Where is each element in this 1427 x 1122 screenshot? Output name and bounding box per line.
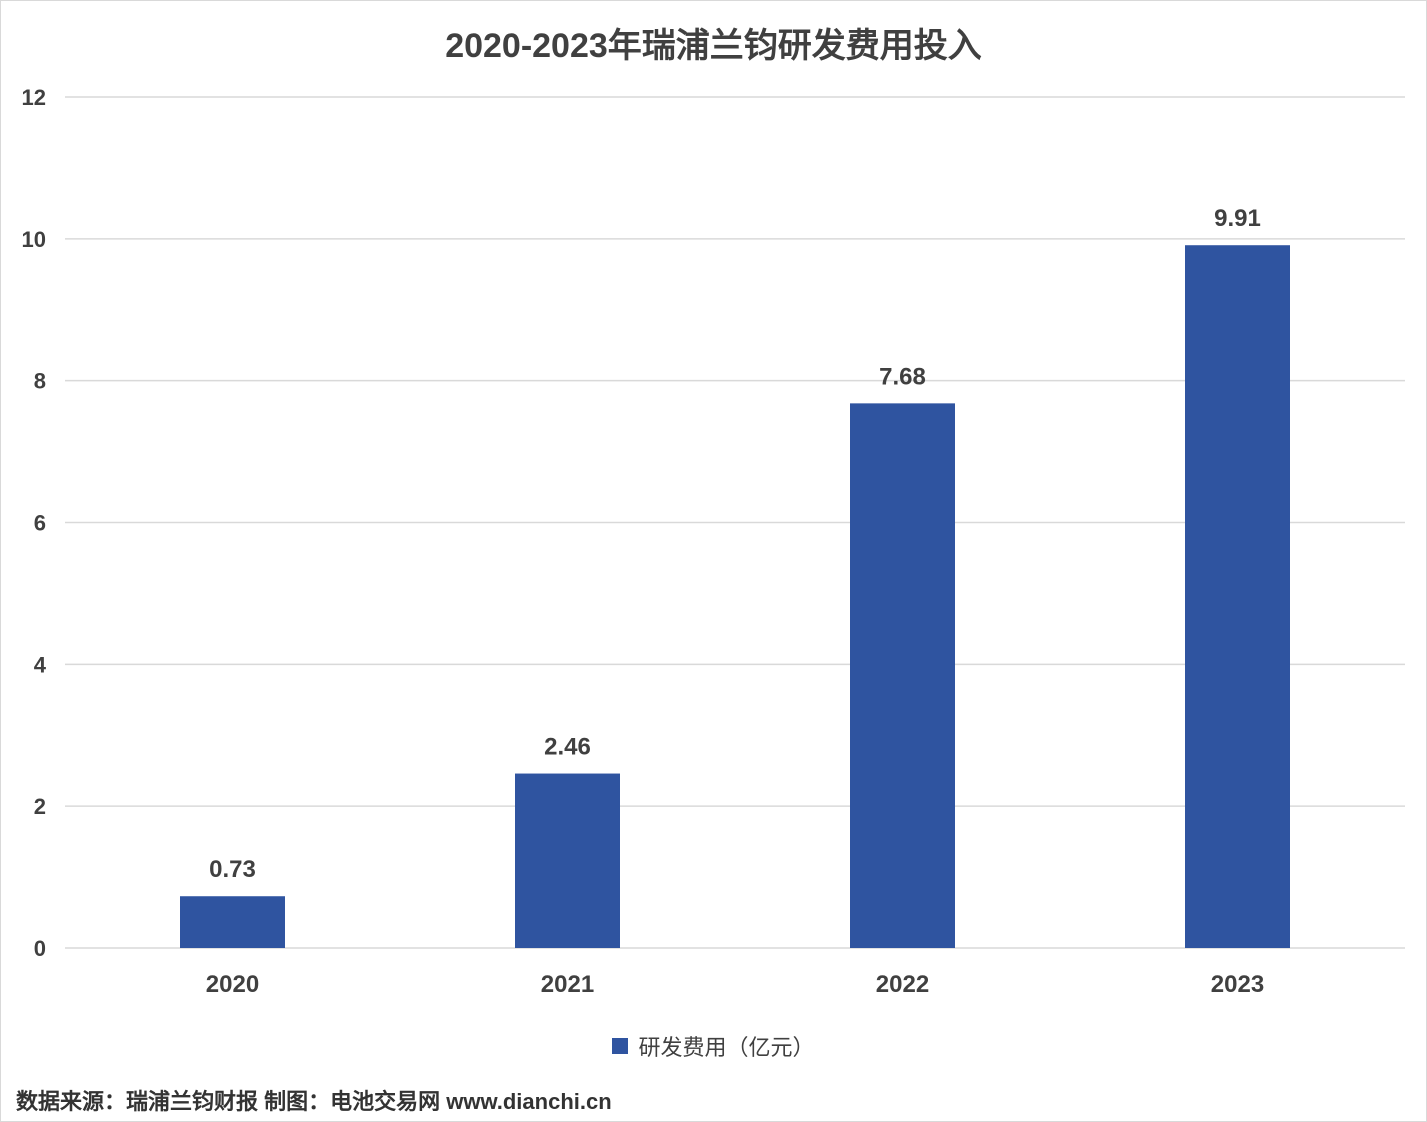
legend-swatch (612, 1038, 629, 1054)
data-label: 0.73 (209, 856, 256, 883)
bar (850, 403, 955, 948)
y-axis-ticks: 0 2 4 6 8 10 12 (22, 85, 47, 961)
data-label: 9.91 (1214, 205, 1261, 232)
gridlines (65, 96, 1405, 949)
y-tick-label: 0 (34, 936, 46, 961)
y-tick-label: 2 (34, 794, 46, 819)
legend: 研发费用（亿元） (0, 1030, 1427, 1062)
y-tick-label: 6 (34, 511, 46, 536)
y-tick-label: 8 (34, 369, 46, 394)
data-label: 2.46 (544, 734, 591, 761)
bar (515, 773, 620, 948)
x-tick-label: 2022 (876, 971, 929, 998)
x-tick-label: 2020 (206, 971, 259, 998)
bars (180, 245, 1290, 949)
y-tick-label: 12 (22, 85, 46, 110)
legend-label: 研发费用（亿元） (638, 1035, 815, 1060)
x-axis-ticks: 2020 2021 2022 2023 (206, 971, 1264, 998)
data-labels: 0.73 2.46 7.68 9.91 (209, 205, 1261, 883)
bar (180, 896, 285, 948)
x-tick-label: 2021 (541, 971, 594, 998)
source-note: 数据来源：瑞浦兰钧财报 制图：电池交易网 www.dianchi.cn (16, 1089, 612, 1114)
y-tick-label: 10 (22, 227, 46, 252)
x-tick-label: 2023 (1211, 971, 1264, 998)
y-tick-label: 4 (34, 652, 47, 677)
chart-title: 2020-2023年瑞浦兰钧研发费用投入 (445, 27, 982, 65)
data-label: 7.68 (879, 363, 926, 390)
bar (1185, 245, 1290, 949)
